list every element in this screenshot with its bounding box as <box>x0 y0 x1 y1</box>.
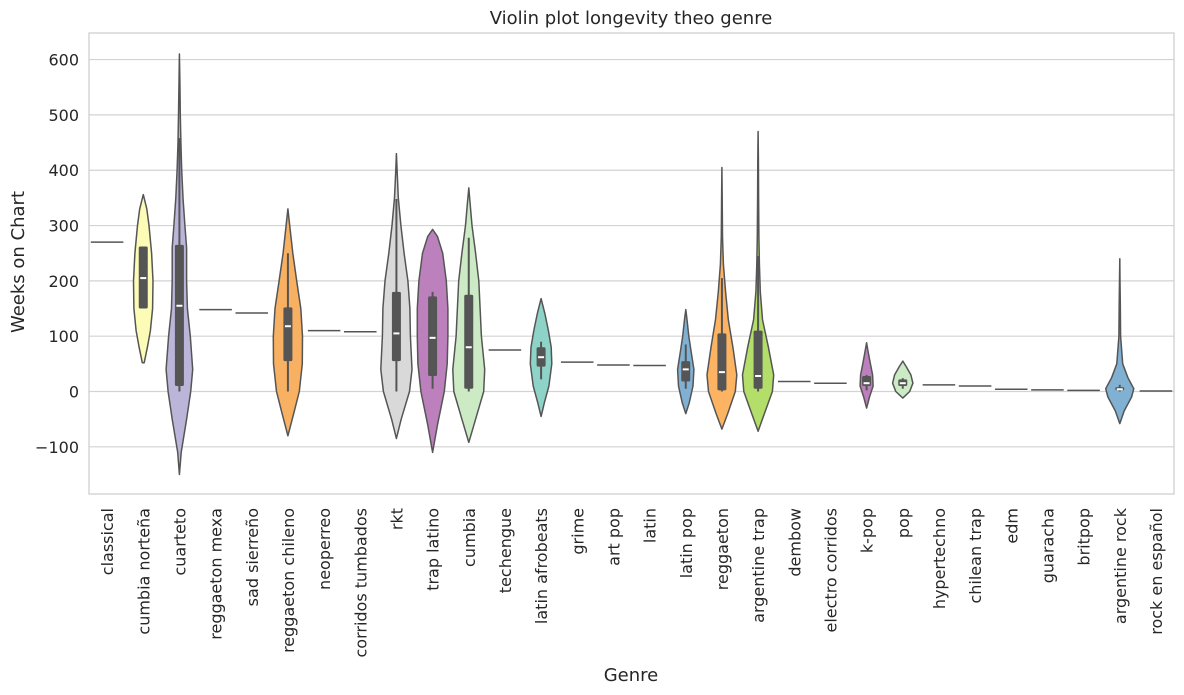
violin-cumbia-norteña <box>132 193 154 364</box>
x-tick-label: dembow <box>785 508 804 577</box>
x-tick-label: chilean trap <box>966 508 985 604</box>
violin-iqr-box <box>753 330 763 389</box>
x-tick-label: electro corridos <box>821 508 840 633</box>
x-tick-label: argentine rock <box>1111 507 1130 624</box>
y-tick-label: −100 <box>35 438 79 457</box>
x-tick-label: edm <box>1002 508 1021 544</box>
violin-body <box>1104 257 1135 425</box>
x-tick-label: trap latino <box>424 508 443 591</box>
violin-iqr-box <box>681 361 691 382</box>
x-axis-ticks: classical cumbia norteña cuarteto reggaeton… <box>98 507 1166 657</box>
x-tick-label: reggaeton mexa <box>207 508 226 640</box>
x-tick-label: grime <box>568 508 587 555</box>
x-tick-label: pop <box>894 508 913 538</box>
y-tick-label: 100 <box>48 327 79 346</box>
y-tick-label: 200 <box>48 272 79 291</box>
violin-k-pop <box>859 342 874 409</box>
x-tick-label: argentine trap <box>749 508 768 623</box>
y-tick-label: 400 <box>48 161 79 180</box>
violin-iqr-box <box>283 307 293 362</box>
x-tick-label: latin <box>641 508 660 543</box>
x-tick-label: cuarteto <box>170 508 189 576</box>
x-tick-label: hypertechno <box>930 508 949 609</box>
violin-iqr-box <box>862 376 872 386</box>
y-tick-label: 500 <box>48 106 79 125</box>
violin-reggaeton-chileno <box>272 208 304 437</box>
violin-iqr-box <box>717 333 727 391</box>
violin-latin-afrobeats <box>529 297 553 418</box>
plot-frame <box>88 32 1175 495</box>
y-tick-label: 0 <box>69 383 79 402</box>
violin-argentine-rock <box>1104 257 1135 425</box>
violin-series <box>90 53 1173 476</box>
x-tick-label: techengue <box>496 508 515 593</box>
chart-title: Violin plot longevity theo genre <box>490 8 773 29</box>
violin-cuarteto <box>165 53 194 476</box>
x-tick-label: k-pop <box>858 508 877 553</box>
x-tick-label: reggaeton <box>713 508 732 590</box>
violin-iqr-box <box>464 294 474 389</box>
y-axis-ticks: −100 0 100 200 300 400 500 600 <box>35 51 79 457</box>
x-tick-label: reggaeton chileno <box>279 508 298 653</box>
violin-reggaeton <box>706 166 738 430</box>
x-tick-label: britpop <box>1075 508 1094 566</box>
y-axis-title: Weeks on Chart <box>8 191 29 333</box>
x-tick-label: cumbia <box>460 508 479 567</box>
x-tick-label: classical <box>98 508 117 575</box>
violin-iqr-box <box>174 244 184 386</box>
violin-trap-latino <box>416 228 449 454</box>
x-tick-label: sad sierreño <box>243 508 262 606</box>
x-tick-label: latin afrobeats <box>532 508 551 624</box>
y-tick-label: 300 <box>48 217 79 236</box>
violin-latin-pop <box>676 308 695 415</box>
x-tick-label: latin pop <box>677 508 696 578</box>
x-tick-label: cumbia norteña <box>134 508 153 635</box>
violin-pop <box>891 360 914 399</box>
violin-iqr-box <box>428 296 438 377</box>
y-tick-label: 600 <box>48 51 79 70</box>
violin-iqr-box <box>391 291 401 362</box>
violin-argentine-trap <box>741 130 775 433</box>
x-axis-title: Genre <box>604 665 659 686</box>
x-tick-label: corridos tumbados <box>351 508 370 658</box>
violin-rkt <box>380 152 413 440</box>
x-tick-label: art pop <box>604 508 623 566</box>
x-tick-label: rock en español <box>1147 508 1166 635</box>
x-tick-label: neoperreo <box>315 508 334 590</box>
x-tick-label: rkt <box>387 508 406 530</box>
violin-cumbia <box>452 187 486 444</box>
x-tick-label: guaracha <box>1038 508 1057 583</box>
grid-lines <box>89 58 1174 448</box>
